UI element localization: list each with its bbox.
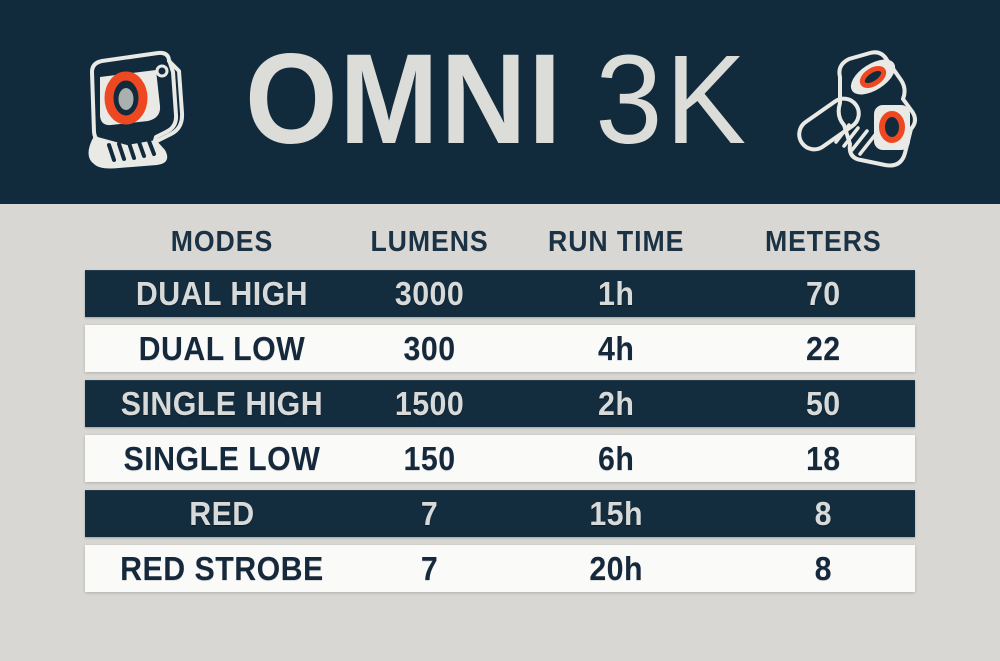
column-header-meters: METERS [765,225,883,258]
side-lens-ring [878,111,905,143]
cell-mode: SINGLE HIGH [120,384,324,422]
lens-center [118,88,134,110]
cell-meters: 8 [814,494,833,532]
table-row-red-strobe: RED STROBE 7 20h 8 [85,545,915,592]
table-row-single-high: SINGLE HIGH 1500 2h 50 [85,380,915,427]
table-row-dual-high: DUAL HIGH 3000 1h 70 [85,270,915,317]
cell-mode: DUAL LOW [138,329,306,367]
cell-meters: 70 [806,274,842,312]
cell-lumens: 3000 [394,274,465,312]
cell-run-time: 4h [598,329,635,367]
cell-meters: 8 [814,549,833,587]
top-lens-ring [859,65,886,89]
cell-run-time: 6h [598,439,635,477]
cell-lumens: 1500 [394,384,465,422]
table-row-red: RED 7 15h 8 [85,490,915,537]
cell-run-time: 20h [589,549,644,587]
cell-meters: 22 [806,329,842,367]
column-header-lumens: LUMENS [370,225,489,258]
cell-lumens: 7 [420,549,439,587]
cell-lumens: 300 [403,329,456,367]
cell-meters: 50 [806,384,842,422]
cell-lumens: 7 [420,494,439,532]
title-suffix: 3K [594,28,749,170]
spec-table: MODES LUMENS RUN TIME METERS DUAL HIGH 3… [0,204,1000,592]
front-light-icon [88,50,185,169]
column-header-run-time: RUN TIME [548,225,685,258]
table-row-single-low: SINGLE LOW 150 6h 18 [85,435,915,482]
header-banner: OMNI 3K [0,0,1000,204]
rear-light-icon [796,50,917,168]
body-outline [836,50,917,168]
cell-lumens: 150 [403,439,456,477]
cell-meters: 18 [806,439,842,477]
cell-run-time: 2h [598,384,635,422]
cell-run-time: 15h [589,494,644,532]
strap-arm [796,96,861,152]
table-header-row: MODES LUMENS RUN TIME METERS [85,204,915,270]
cell-mode: DUAL HIGH [135,274,309,312]
column-header-modes: MODES [170,225,274,258]
cell-run-time: 1h [598,274,635,312]
page-title: OMNI 3K [233,26,751,173]
cell-mode: RED [189,494,255,532]
table-row-dual-low: DUAL LOW 300 4h 22 [85,325,915,372]
cell-mode: SINGLE LOW [123,439,321,477]
title-main: OMNI [245,27,564,171]
cell-mode: RED STROBE [120,549,324,587]
